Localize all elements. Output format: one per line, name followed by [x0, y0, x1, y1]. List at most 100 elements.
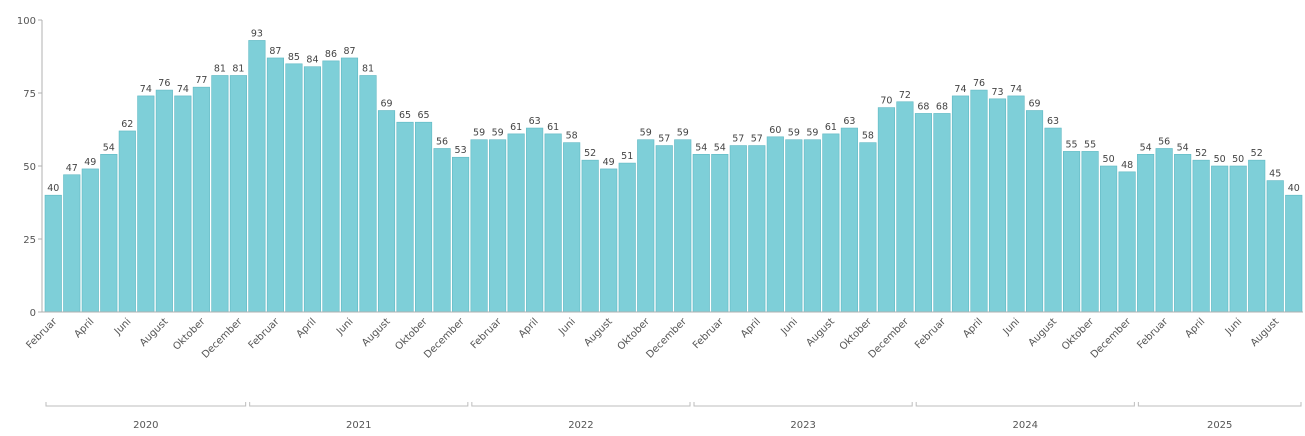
bar — [340, 57, 359, 313]
year-label: 2024 — [1013, 420, 1038, 431]
x-tick-label: August — [582, 316, 615, 349]
data-label: 74 — [1010, 84, 1022, 95]
data-label: 87 — [269, 46, 281, 57]
data-label: 56 — [436, 136, 448, 147]
bar — [1081, 151, 1099, 313]
bar — [674, 139, 692, 313]
bar — [81, 168, 99, 313]
data-label: 60 — [769, 125, 781, 136]
bar — [1100, 165, 1118, 313]
data-label: 59 — [677, 128, 689, 139]
data-label: 54 — [714, 142, 726, 153]
x-tick-label: Juni — [778, 316, 800, 338]
data-label: 52 — [1251, 148, 1263, 159]
x-tick-label: Juni — [112, 316, 134, 338]
data-label: 57 — [658, 134, 670, 145]
bar — [563, 142, 581, 313]
data-label: 51 — [621, 151, 633, 162]
x-tick-label: April — [295, 316, 319, 340]
data-label: 54 — [695, 142, 707, 153]
bar — [859, 142, 877, 313]
bar — [322, 60, 340, 313]
x-tick-label: August — [138, 316, 171, 349]
data-label: 62 — [121, 119, 133, 130]
bar — [229, 75, 247, 313]
year-label: 2023 — [790, 420, 815, 431]
data-label: 45 — [1269, 169, 1281, 180]
bar — [766, 136, 784, 313]
data-label: 68 — [917, 101, 929, 112]
bar — [748, 145, 766, 313]
data-label: 40 — [47, 183, 59, 194]
data-label: 72 — [899, 90, 911, 101]
bar — [359, 75, 377, 313]
x-tick-label: Februar — [691, 316, 727, 352]
data-label: 57 — [732, 134, 744, 145]
bar — [655, 145, 673, 313]
data-label: 81 — [214, 63, 226, 74]
bar — [1285, 194, 1303, 313]
bar — [1266, 180, 1284, 313]
bar — [988, 98, 1007, 313]
bar — [1044, 127, 1062, 313]
data-label: 69 — [1028, 99, 1040, 110]
x-tick-label: Oktober — [393, 316, 430, 353]
data-label: 56 — [1158, 136, 1170, 147]
x-tick-label: April — [1183, 316, 1207, 340]
bar — [192, 86, 210, 313]
data-label: 59 — [492, 128, 504, 139]
bar — [729, 145, 747, 313]
data-label: 63 — [529, 116, 541, 127]
y-tick-label: 0 — [30, 308, 36, 319]
data-label: 54 — [1177, 142, 1189, 153]
bar — [526, 127, 544, 313]
bar — [711, 154, 729, 313]
data-label: 59 — [473, 128, 485, 139]
bar — [211, 75, 229, 313]
data-label: 74 — [177, 84, 189, 95]
x-tick-label: August — [804, 316, 837, 349]
bar — [785, 139, 803, 313]
x-tick-label: August — [1027, 316, 1060, 349]
bar — [303, 66, 322, 313]
bar — [822, 133, 840, 313]
y-tick-label: 100 — [17, 16, 36, 27]
data-label: 63 — [843, 116, 855, 127]
data-label: 87 — [343, 46, 355, 57]
bar — [877, 107, 895, 313]
data-label: 54 — [103, 142, 115, 153]
data-label: 50 — [1103, 154, 1115, 165]
x-tick-label: December — [1089, 316, 1134, 361]
data-label: 74 — [140, 84, 152, 95]
year-bracket — [249, 402, 469, 407]
data-label: 58 — [566, 131, 578, 142]
bar — [1007, 95, 1025, 313]
data-label: 61 — [825, 122, 837, 133]
data-label: 69 — [380, 99, 392, 110]
x-tick-label: Oktober — [838, 316, 875, 353]
x-tick-label: Februar — [1135, 316, 1171, 352]
x-tick-label: April — [72, 316, 96, 340]
data-label: 52 — [1195, 148, 1207, 159]
year-bracket — [45, 402, 247, 407]
data-label: 77 — [195, 75, 207, 86]
data-label: 54 — [1140, 142, 1152, 153]
bar — [100, 154, 118, 313]
x-tick-label: Juni — [334, 316, 356, 338]
bar — [840, 127, 858, 313]
x-tick-label: April — [517, 316, 541, 340]
year-bracket — [471, 402, 691, 407]
data-label: 53 — [455, 145, 467, 156]
data-label: 76 — [973, 78, 985, 89]
bar — [896, 101, 914, 313]
year-bracket — [915, 402, 1135, 407]
bar — [248, 40, 266, 313]
bar — [489, 139, 507, 313]
data-label: 47 — [66, 163, 78, 174]
y-tick-label: 75 — [23, 89, 36, 100]
x-tick-label: December — [644, 316, 689, 361]
x-tick-label: Februar — [24, 316, 60, 352]
x-tick-label: August — [1249, 316, 1282, 349]
year-label: 2025 — [1207, 420, 1232, 431]
bar — [1248, 159, 1266, 313]
